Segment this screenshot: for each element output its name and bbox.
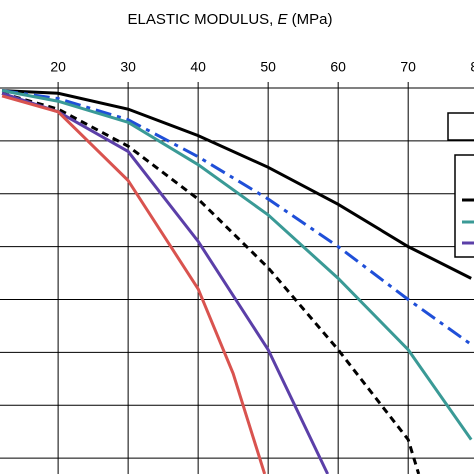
series-line: [1, 91, 421, 474]
x-axis-title-part: E: [278, 11, 289, 28]
series-line: [1, 89, 473, 441]
legend-box: [447, 112, 474, 141]
series-line: [1, 94, 267, 474]
series-line: [1, 91, 330, 474]
x-tick-label: 40: [190, 59, 206, 75]
legend-box: [454, 154, 474, 258]
x-tick-label: 50: [260, 59, 276, 75]
x-axis-title-part: ELASTIC MODULUS,: [127, 11, 277, 28]
x-tick-label: 20: [50, 59, 66, 75]
series-line: [2, 89, 472, 280]
x-tick-label: 80: [470, 59, 474, 75]
x-axis-title-part: (MPa): [288, 11, 333, 28]
series-line: [1, 89, 473, 346]
x-tick-label: 60: [330, 59, 346, 75]
x-axis-title: ELASTIC MODULUS, E (MPa): [127, 11, 332, 28]
x-tick-label: 70: [400, 59, 416, 75]
x-tick-label: 30: [120, 59, 136, 75]
